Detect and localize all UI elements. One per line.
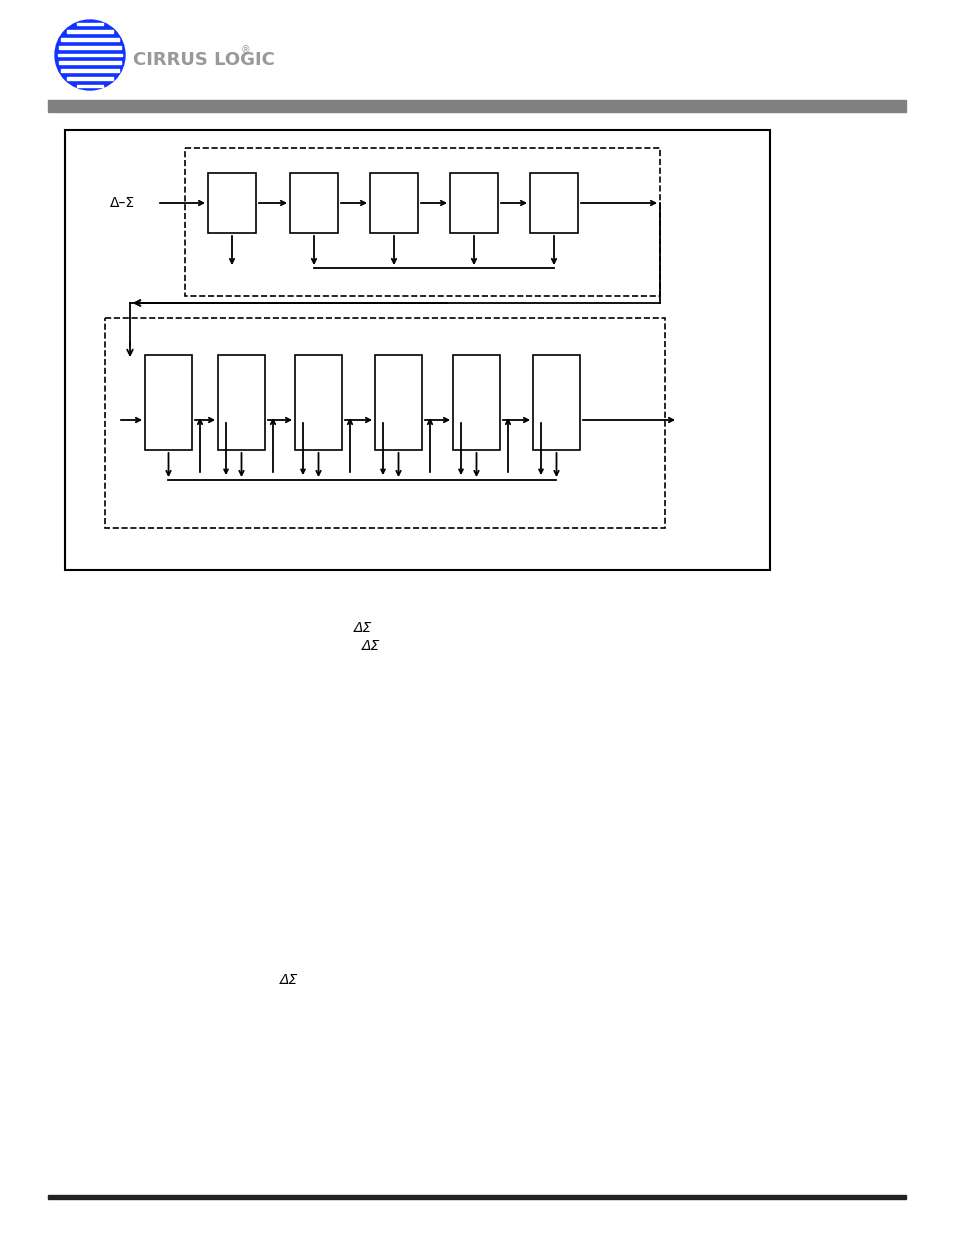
Bar (67, 31, 113, 33)
Bar (453, 354, 499, 450)
Text: ®: ® (241, 44, 251, 56)
Text: Δ–Σ: Δ–Σ (110, 196, 135, 210)
Bar (67, 77, 113, 80)
Bar (105, 317, 664, 529)
Bar (533, 354, 579, 450)
Bar (76, 85, 103, 88)
Bar (530, 173, 578, 233)
Bar (58, 53, 122, 57)
Bar (218, 354, 265, 450)
Text: CIRRUS LOGIC: CIRRUS LOGIC (132, 51, 274, 69)
Bar (48, 100, 905, 112)
Bar (76, 22, 103, 25)
Text: ΔΣ: ΔΣ (354, 621, 372, 635)
Bar (294, 354, 341, 450)
Bar (59, 62, 121, 64)
Text: ΔΣ: ΔΣ (280, 973, 298, 987)
Text: ΔΣ: ΔΣ (361, 638, 380, 653)
Bar (208, 173, 255, 233)
Bar (48, 1195, 905, 1199)
Bar (290, 173, 337, 233)
Bar (61, 38, 118, 41)
Bar (59, 46, 121, 48)
Circle shape (55, 20, 125, 90)
Bar (61, 69, 118, 72)
Bar (370, 173, 417, 233)
Bar (375, 354, 421, 450)
Bar (450, 173, 497, 233)
Bar (185, 148, 659, 296)
Bar (65, 130, 769, 571)
Bar (145, 354, 192, 450)
